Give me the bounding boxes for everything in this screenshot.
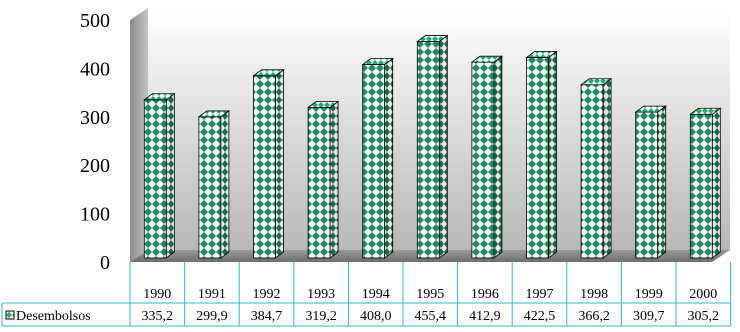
bar-front	[362, 64, 386, 259]
bar-top	[525, 51, 558, 58]
y-tick-label: 300	[80, 107, 110, 129]
x-category-label: 2000	[689, 287, 717, 302]
bar-side	[165, 92, 175, 259]
data-value-label: 335,2	[142, 309, 174, 324]
bar-side	[384, 57, 394, 259]
x-category-label: 1998	[580, 287, 608, 302]
y-tick-label: 200	[80, 155, 110, 177]
bar-top	[579, 78, 613, 86]
bar	[689, 107, 722, 259]
bar	[416, 34, 449, 259]
bar-top	[361, 58, 394, 65]
y-tick-label: 0	[100, 252, 110, 274]
x-category-label: 1995	[416, 287, 444, 302]
bar-top	[416, 35, 449, 42]
bar-side	[329, 100, 339, 259]
data-value-label: 309,7	[633, 309, 665, 324]
bar	[579, 77, 613, 259]
y-tick-label: 100	[80, 204, 110, 226]
bar-top	[306, 101, 340, 108]
bar-side	[711, 107, 721, 259]
x-category-label: 1992	[253, 287, 281, 302]
y-tick-label: 400	[80, 58, 110, 80]
x-category-label: 1993	[307, 287, 335, 302]
bar-front	[307, 107, 331, 259]
bar-front	[526, 57, 549, 259]
bar-side	[438, 34, 448, 259]
data-value-label: 319,2	[305, 309, 337, 324]
bars	[143, 34, 722, 259]
bar	[470, 55, 504, 259]
bar-top	[689, 107, 722, 115]
data-value-label: 366,2	[578, 309, 610, 324]
bar	[361, 57, 394, 259]
bar-top	[634, 105, 667, 113]
bar-front	[198, 116, 222, 259]
x-category-label: 1991	[198, 287, 226, 302]
x-category-label: 1999	[635, 287, 663, 302]
bar-front	[635, 111, 659, 259]
bar-top	[252, 69, 285, 77]
data-value-label: 455,4	[415, 309, 447, 324]
bar	[525, 50, 558, 259]
bar-side	[602, 77, 612, 259]
bar-front	[471, 61, 495, 259]
bar-top	[197, 110, 231, 118]
bar	[252, 69, 285, 259]
x-category-label: 1990	[143, 287, 171, 302]
bar	[197, 110, 231, 259]
bar-front	[253, 75, 276, 259]
bar-side	[275, 69, 284, 259]
x-category-label: 1997	[526, 287, 554, 302]
bar-side	[657, 105, 667, 259]
data-value-label: 422,5	[524, 309, 556, 324]
bar-side	[548, 50, 557, 259]
bar	[634, 105, 667, 259]
bar-front	[580, 84, 604, 259]
legend-label: Desembolsos	[16, 309, 91, 324]
bar-front	[416, 41, 440, 259]
bar-front	[689, 113, 713, 259]
x-category-label: 1994	[362, 287, 390, 302]
data-value-label: 299,9	[196, 309, 228, 324]
data-value-label: 408,0	[360, 309, 392, 324]
x-category-label: 1996	[471, 287, 499, 302]
data-value-label: 412,9	[469, 309, 501, 324]
legend-swatch	[5, 310, 15, 320]
data-table: 1990 1991 1992 1993 1994 1995 1996 1997 1998 1999…	[1, 262, 732, 327]
y-axis-ticks: 0 100 200 300 400 500	[80, 10, 110, 274]
bar-top	[143, 93, 176, 101]
data-value-label: 305,2	[688, 309, 720, 324]
left-side-wall	[130, 8, 148, 262]
bar	[143, 92, 176, 259]
bar	[306, 100, 340, 259]
bar-side	[220, 110, 230, 259]
bar-top	[470, 55, 504, 63]
y-tick-label: 500	[80, 10, 110, 32]
data-value-label: 384,7	[251, 309, 283, 324]
bar-side	[493, 55, 503, 259]
bar-front	[143, 99, 167, 259]
